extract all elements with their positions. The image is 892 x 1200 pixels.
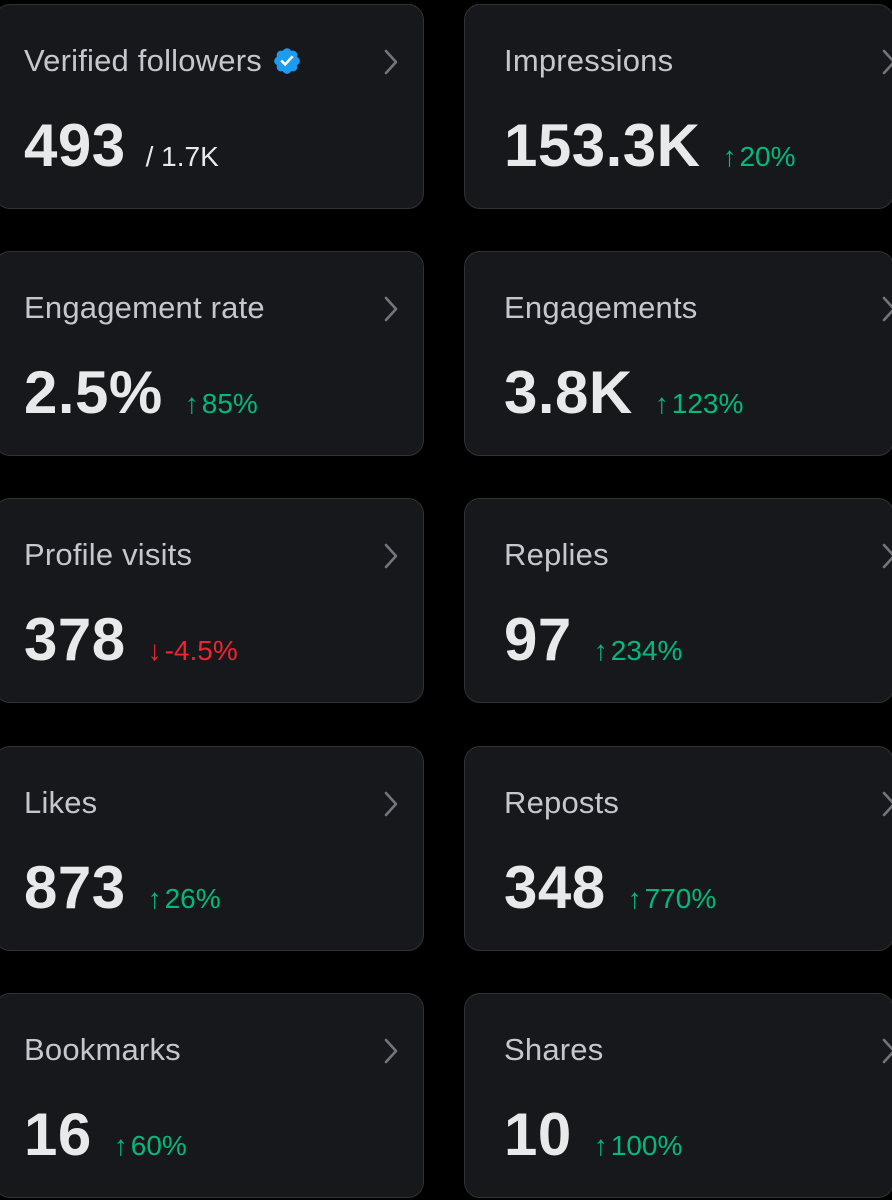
- arrow-up-icon: ↑: [722, 141, 737, 172]
- metric-value: 348: [504, 854, 606, 921]
- chevron-right-icon: [384, 1038, 398, 1064]
- chevron-right-icon: [384, 49, 398, 75]
- card-engagements[interactable]: Engagements 3.8K ↑ 123%: [464, 251, 892, 456]
- card-engagement-rate[interactable]: Engagement rate 2.5% ↑ 85%: [0, 251, 424, 456]
- card-label: Verified followers: [24, 43, 302, 79]
- chevron-right-icon: [384, 791, 398, 817]
- change-indicator: ↑ 26%: [148, 883, 221, 915]
- arrow-up-icon: ↑: [627, 883, 642, 914]
- change-percent: 770%: [644, 883, 717, 914]
- change-percent: -4.5%: [164, 635, 238, 666]
- card-verified-followers[interactable]: Verified followers 493 / 1.7K: [0, 4, 424, 209]
- card-shares[interactable]: Shares 10 ↑ 100%: [464, 993, 892, 1198]
- value-row: 153.3K ↑ 20%: [504, 111, 796, 180]
- card-likes[interactable]: Likes 873 ↑ 26%: [0, 746, 424, 951]
- change-percent: 100%: [610, 1130, 683, 1161]
- value-row: 3.8K ↑ 123%: [504, 358, 743, 427]
- value-row: 378 ↓ -4.5%: [24, 605, 238, 674]
- card-label: Shares: [504, 1032, 604, 1067]
- card-label: Replies: [504, 537, 609, 572]
- metric-value: 153.3K: [504, 112, 701, 179]
- card-label: Engagements: [504, 290, 698, 325]
- metric-value: 873: [24, 854, 126, 921]
- metric-value: 10: [504, 1101, 572, 1168]
- change-indicator: ↑ 770%: [628, 883, 717, 915]
- verified-badge-icon: [274, 48, 300, 74]
- arrow-up-icon: ↑: [113, 1130, 128, 1161]
- value-row: 348 ↑ 770%: [504, 853, 716, 922]
- value-row: 97 ↑ 234%: [504, 605, 682, 674]
- card-label: Profile visits: [24, 537, 193, 572]
- card-label: Engagement rate: [24, 290, 265, 325]
- change-percent: 234%: [610, 635, 683, 666]
- change-percent: 123%: [671, 388, 744, 419]
- metric-value: 493: [24, 112, 126, 179]
- chevron-right-icon: [882, 543, 892, 569]
- value-row: 873 ↑ 26%: [24, 853, 221, 922]
- change-indicator: ↓ -4.5%: [148, 635, 238, 667]
- card-profile-visits[interactable]: Profile visits 378 ↓ -4.5%: [0, 498, 424, 703]
- card-label: Likes: [24, 785, 98, 820]
- arrow-down-icon: ↓: [147, 635, 162, 666]
- change-indicator: ↑ 85%: [185, 388, 258, 420]
- card-replies[interactable]: Replies 97 ↑ 234%: [464, 498, 892, 703]
- value-row: 16 ↑ 60%: [24, 1100, 187, 1169]
- chevron-right-icon: [882, 296, 892, 322]
- value-row: 2.5% ↑ 85%: [24, 358, 258, 427]
- arrow-up-icon: ↑: [654, 388, 669, 419]
- change-indicator: ↑ 234%: [594, 635, 683, 667]
- change-percent: 85%: [201, 388, 258, 419]
- arrow-up-icon: ↑: [184, 388, 199, 419]
- chevron-right-icon: [384, 543, 398, 569]
- card-label: Bookmarks: [24, 1032, 181, 1067]
- change-indicator: ↑ 123%: [655, 388, 744, 420]
- arrow-up-icon: ↑: [593, 635, 608, 666]
- change-indicator: ↑ 60%: [114, 1130, 187, 1162]
- card-bookmarks[interactable]: Bookmarks 16 ↑ 60%: [0, 993, 424, 1198]
- card-label-text: Verified followers: [24, 43, 262, 78]
- arrow-up-icon: ↑: [593, 1130, 608, 1161]
- metric-value: 2.5%: [24, 359, 163, 426]
- metric-value: 378: [24, 606, 126, 673]
- chevron-right-icon: [882, 49, 892, 75]
- card-label: Reposts: [504, 785, 620, 820]
- value-row: 493 / 1.7K: [24, 111, 219, 180]
- change-percent: 26%: [164, 883, 221, 914]
- metric-total: / 1.7K: [145, 141, 219, 172]
- metric-value: 16: [24, 1101, 92, 1168]
- change-indicator: ↑ 100%: [594, 1130, 683, 1162]
- chevron-right-icon: [882, 1038, 892, 1064]
- value-row: 10 ↑ 100%: [504, 1100, 682, 1169]
- metric-value: 3.8K: [504, 359, 633, 426]
- change-percent: 60%: [130, 1130, 187, 1161]
- change-percent: 20%: [739, 141, 796, 172]
- chevron-right-icon: [882, 791, 892, 817]
- card-reposts[interactable]: Reposts 348 ↑ 770%: [464, 746, 892, 951]
- metric-value: 97: [504, 606, 572, 673]
- arrow-up-icon: ↑: [147, 883, 162, 914]
- card-impressions[interactable]: Impressions 153.3K ↑ 20%: [464, 4, 892, 209]
- change-indicator: ↑ 20%: [722, 141, 795, 173]
- card-label: Impressions: [504, 43, 674, 78]
- chevron-right-icon: [384, 296, 398, 322]
